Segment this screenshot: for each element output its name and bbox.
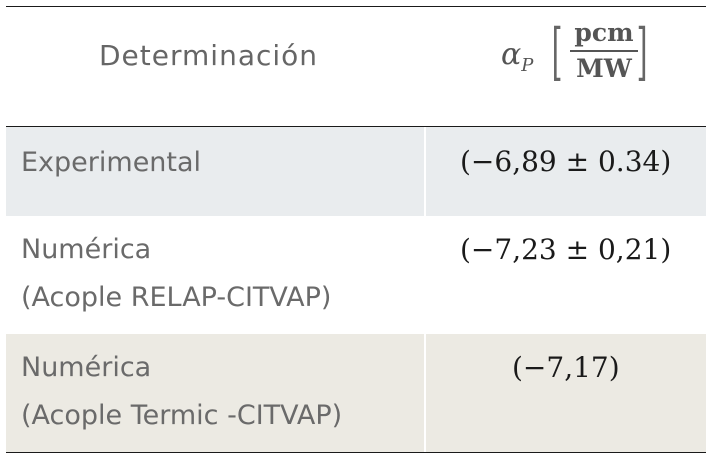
unit-fraction: pcm MW	[568, 17, 640, 85]
row-bg-left: Experimental	[6, 127, 424, 216]
row-label: Numérica	[21, 352, 152, 383]
row-label: Experimental	[21, 147, 202, 178]
right-bracket: ]	[636, 15, 648, 88]
row-label-sub: (Acople RELAP-CITVAP)	[21, 282, 332, 313]
header-rule	[6, 126, 706, 127]
top-rule	[6, 6, 706, 7]
fraction-bar	[570, 50, 638, 52]
bottom-rule	[6, 452, 706, 453]
left-bracket: [	[551, 15, 563, 88]
alpha-symbol: αP	[501, 37, 534, 76]
unit-denominator: MW	[576, 54, 632, 83]
row-value: (−6,89 ± 0.34)	[460, 145, 672, 178]
table-row: Experimental (−6,89 ± 0.34)	[6, 127, 706, 216]
row-value: (−7,23 ± 0,21)	[460, 233, 672, 266]
row-bg-left: Numérica (Acople Termic -CITVAP)	[6, 334, 424, 452]
row-bg-right: (−7,23 ± 0,21)	[426, 216, 706, 334]
header-cell-determinacion: Determinación	[6, 7, 424, 126]
row-label: Numérica	[21, 234, 152, 265]
header-determinacion: Determinación	[99, 39, 319, 72]
row-value: (−7,17)	[512, 351, 620, 384]
results-table: Determinación αP [ pcm MW ] Experimental…	[6, 6, 706, 453]
header-cell-alpha: αP [ pcm MW ]	[426, 7, 706, 126]
table-row: Numérica (Acople Termic -CITVAP) (−7,17)	[6, 334, 706, 452]
row-bg-right: (−7,17)	[426, 334, 706, 452]
row-label-sub: (Acople Termic -CITVAP)	[21, 400, 343, 431]
table-header-row: Determinación αP [ pcm MW ]	[6, 7, 706, 126]
table-row: Numérica (Acople RELAP-CITVAP) (−7,23 ± …	[6, 216, 706, 334]
row-bg-left: Numérica (Acople RELAP-CITVAP)	[6, 216, 424, 334]
unit-numerator: pcm	[574, 18, 634, 47]
row-bg-right: (−6,89 ± 0.34)	[426, 127, 706, 216]
